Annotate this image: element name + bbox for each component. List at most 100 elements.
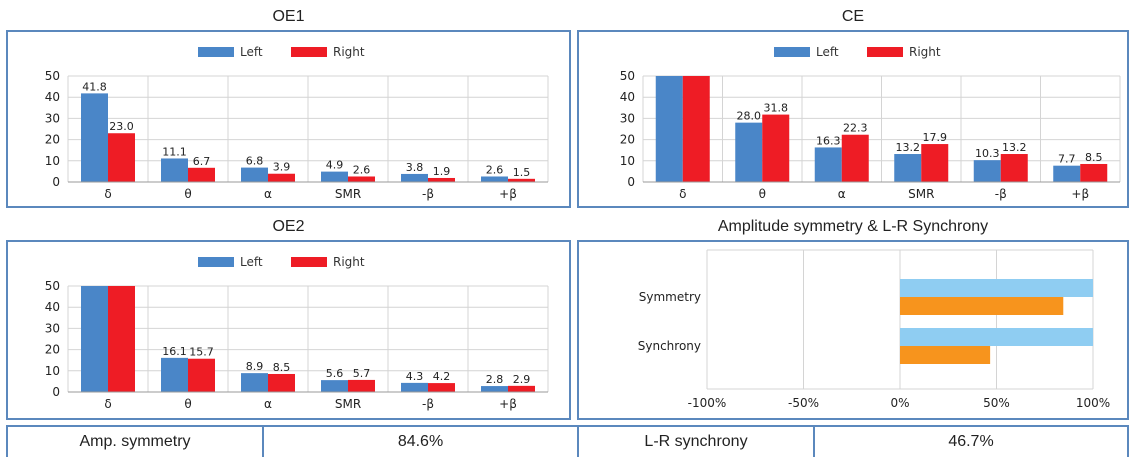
panel-ce: Left Right 0 10 20 30 40 50 δ 28.0 31.8 θ 16.3 22.3 α 1… xyxy=(577,30,1129,208)
data-label-right: 3.9 xyxy=(273,161,291,174)
y-tick-label: 10 xyxy=(45,154,60,168)
y-tick-label: Synchrony xyxy=(638,339,701,353)
legend-label-left: Left xyxy=(816,45,839,59)
bar-right xyxy=(428,383,455,392)
chart-title-ce: CE xyxy=(841,8,865,25)
x-tick-label: +β xyxy=(1071,187,1089,201)
legend-swatch-right xyxy=(867,47,903,57)
bar-left xyxy=(481,386,508,392)
y-tick-label: Symmetry xyxy=(639,290,701,304)
lr-sync-label: L-R synchrony xyxy=(577,427,813,457)
bar-left xyxy=(401,382,428,392)
data-label-left: 5.6 xyxy=(326,367,344,380)
bar-left xyxy=(655,76,683,182)
x-tick-label: +β xyxy=(499,397,517,411)
data-label-right: 22.3 xyxy=(843,122,868,135)
data-label-left: 8.9 xyxy=(246,360,264,373)
lr-sync-value: 46.7% xyxy=(813,427,1129,457)
legend-label-right: Right xyxy=(909,45,941,59)
chart-title-oe2: OE2 xyxy=(272,218,305,235)
x-tick-label: SMR xyxy=(335,397,361,411)
data-label-left: 16.1 xyxy=(162,345,187,358)
legend-label-left: Left xyxy=(240,45,263,59)
data-label-left: 11.1 xyxy=(162,145,187,158)
data-label-right: 2.9 xyxy=(513,373,531,386)
bar-left xyxy=(814,147,842,182)
data-label-right: 4.2 xyxy=(433,370,451,383)
bar-left xyxy=(735,122,763,182)
x-tick-label: θ xyxy=(184,187,191,201)
x-tick-label: 50% xyxy=(983,396,1010,410)
data-label-right: 17.9 xyxy=(923,131,948,144)
amp-symmetry-label: Amp. symmetry xyxy=(6,427,262,457)
x-tick-label: δ xyxy=(104,187,111,201)
x-tick-label: +β xyxy=(499,187,517,201)
y-tick-label: 30 xyxy=(620,111,635,125)
panel-oe2: Left Right 0 10 20 30 40 50 δ 16.1 15.7 θ 8.9 8.5 α 5.6… xyxy=(6,240,571,420)
bar-left xyxy=(161,158,188,182)
summary-table: Amp. symmetry 84.6% L-R synchrony 46.7% xyxy=(6,425,1129,457)
y-tick-label: 40 xyxy=(45,90,60,104)
data-label-left: 4.3 xyxy=(406,370,424,383)
bar-series-1 xyxy=(900,328,1093,346)
data-label-left: 28.0 xyxy=(737,110,762,123)
data-label-right: 31.8 xyxy=(764,102,789,115)
bar-series-2 xyxy=(900,346,991,364)
x-tick-label: θ xyxy=(184,397,191,411)
data-label-left: 3.8 xyxy=(406,161,424,174)
legend-swatch-left xyxy=(198,257,234,267)
data-label-left: 6.8 xyxy=(246,155,264,168)
bar-left xyxy=(241,167,268,182)
bar-right xyxy=(508,178,535,182)
bar-right xyxy=(268,373,295,392)
y-tick-label: 30 xyxy=(45,111,60,125)
legend-label-right: Right xyxy=(333,45,365,59)
bar-series-2 xyxy=(900,297,1064,315)
x-tick-label: α xyxy=(264,397,272,411)
bar-left xyxy=(401,173,428,182)
bar-left xyxy=(1053,165,1081,182)
data-label-right: 1.5 xyxy=(513,166,531,179)
bar-right xyxy=(348,176,375,182)
bar-left xyxy=(973,160,1001,182)
bar-left xyxy=(321,380,348,392)
bar-right xyxy=(428,177,455,182)
bar-right xyxy=(108,286,135,392)
data-label-right: 8.5 xyxy=(1085,151,1103,164)
bar-right xyxy=(682,76,710,182)
y-tick-label: 20 xyxy=(45,343,60,357)
y-tick-label: 20 xyxy=(620,133,635,147)
bar-left xyxy=(241,373,268,392)
x-tick-label: SMR xyxy=(908,187,934,201)
bar-right xyxy=(841,134,869,182)
x-tick-label: θ xyxy=(759,187,766,201)
data-label-right: 1.9 xyxy=(433,165,451,178)
x-tick-label: -β xyxy=(995,187,1007,201)
x-tick-label: SMR xyxy=(335,187,361,201)
data-label-left: 4.9 xyxy=(326,159,344,172)
x-tick-label: -100% xyxy=(688,396,727,410)
x-tick-label: δ xyxy=(679,187,686,201)
y-tick-label: 50 xyxy=(620,69,635,83)
amp-symmetry-value: 84.6% xyxy=(262,427,577,457)
bar-right xyxy=(268,173,295,182)
x-tick-label: α xyxy=(838,187,846,201)
legend-label-right: Right xyxy=(333,255,365,269)
x-tick-label: δ xyxy=(104,397,111,411)
data-label-left: 2.8 xyxy=(486,373,504,386)
legend-label-left: Left xyxy=(240,255,263,269)
data-label-left: 7.7 xyxy=(1058,153,1076,166)
legend-swatch-left xyxy=(774,47,810,57)
bar-right xyxy=(188,358,215,392)
panel-symmetry: -100% -50% 0% 50% 100% Symmetry Synchrony xyxy=(577,240,1129,420)
y-tick-label: 20 xyxy=(45,133,60,147)
bar-left xyxy=(161,357,188,392)
x-tick-label: -β xyxy=(422,187,434,201)
bar-right xyxy=(1000,154,1028,182)
legend-swatch-left xyxy=(198,47,234,57)
data-label-left: 13.2 xyxy=(896,141,921,154)
data-label-right: 6.7 xyxy=(193,155,211,168)
data-label-right: 8.5 xyxy=(273,361,291,374)
x-tick-label: 0% xyxy=(890,396,909,410)
x-tick-label: -β xyxy=(422,397,434,411)
